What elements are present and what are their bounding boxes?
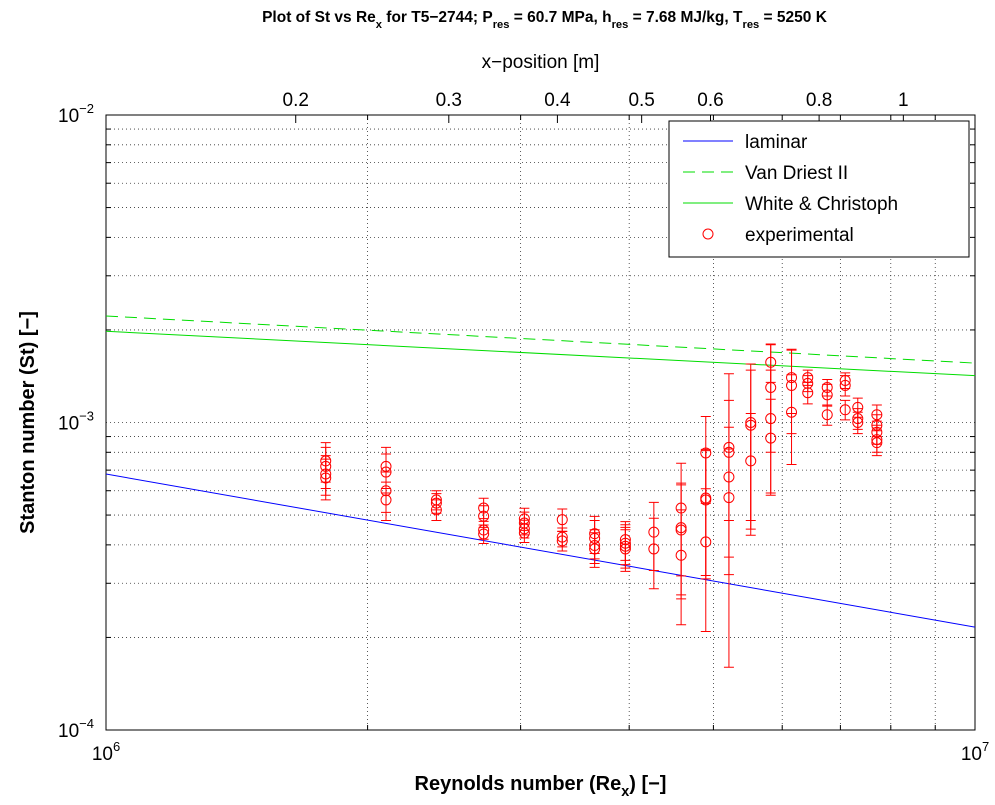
series-line — [106, 330, 975, 377]
x2-tick-label: 0.4 — [544, 90, 571, 111]
x2-tick-label: 0.8 — [806, 90, 832, 111]
legend-label: laminar — [745, 132, 808, 153]
x2-tick-label: 0.6 — [697, 90, 723, 111]
legend-label: White & Christoph — [745, 194, 898, 215]
subscript: x — [621, 784, 629, 800]
y-tick-label: 10−4 — [58, 716, 94, 742]
error-bar — [723, 448, 734, 576]
error-bar — [852, 411, 863, 435]
tick-base: 10 — [961, 744, 982, 765]
data-point — [802, 387, 814, 399]
data-point — [745, 455, 757, 467]
subscript: res — [742, 19, 759, 31]
error-bar — [381, 481, 392, 522]
series-line — [106, 315, 975, 364]
data-point — [821, 409, 833, 421]
data-point — [700, 536, 712, 548]
text-part: ) [−] — [629, 773, 666, 795]
text-part: Reynolds number (Re — [415, 773, 622, 795]
data-point — [556, 535, 568, 547]
error-bar — [620, 529, 631, 572]
error-bar — [822, 404, 833, 426]
subscript: res — [493, 19, 510, 31]
text-part: = 60.7 MPa, h — [509, 9, 611, 26]
error-bar — [871, 430, 882, 457]
series-line — [106, 473, 975, 628]
data-point — [675, 549, 687, 561]
error-bar — [320, 458, 331, 501]
plot-frame — [105, 114, 976, 731]
tick-exponent: −3 — [79, 409, 94, 424]
error-bar — [676, 509, 687, 626]
x2-axis-label: x−position [m] — [482, 52, 600, 73]
x2-tick-label: 0.3 — [436, 90, 462, 111]
data-point — [723, 492, 735, 504]
error-bar — [840, 375, 851, 397]
x-tick-label: 106 — [92, 739, 120, 765]
error-bar — [840, 399, 851, 421]
data-point — [786, 406, 798, 418]
error-bar — [765, 398, 776, 494]
data-point — [839, 404, 851, 416]
subscript: x — [376, 19, 383, 31]
error-bar — [478, 524, 489, 545]
legend-label: Van Driest II — [745, 163, 848, 184]
tick-exponent: 6 — [113, 739, 120, 754]
x-axis-label: Reynolds number (Rex) [−] — [415, 773, 667, 800]
error-bar — [700, 488, 711, 633]
data-point — [518, 527, 530, 539]
data-point — [871, 437, 883, 449]
data-point — [478, 528, 490, 540]
y-tick-label: 10−3 — [58, 409, 94, 435]
legend-marker — [702, 228, 714, 240]
legend-label: experimental — [745, 225, 854, 246]
error-bar — [745, 412, 756, 536]
data-point — [619, 543, 631, 555]
x-tick-label: 107 — [961, 739, 989, 765]
data-point — [320, 472, 332, 484]
data-point — [430, 504, 442, 516]
data-point — [556, 514, 568, 526]
error-bar — [786, 374, 797, 466]
tick-base: 10 — [58, 106, 79, 127]
x2-tick-label: 0.2 — [283, 90, 309, 111]
error-bar — [557, 531, 568, 552]
tick-exponent: 7 — [982, 739, 989, 754]
data-point — [821, 389, 833, 401]
data-point — [765, 432, 777, 444]
y-axis-label: Stanton number (St) [−] — [17, 311, 39, 534]
text-part: = 5250 K — [759, 9, 827, 26]
x2-tick-label: 1 — [898, 90, 909, 111]
tick-exponent: −4 — [79, 716, 94, 731]
chart-title: Plot of St vs Rex for T5−2744; Pres = 60… — [262, 9, 828, 31]
x2-tick-label: 0.5 — [628, 90, 654, 111]
tick-base: 10 — [58, 721, 79, 742]
data-point — [839, 379, 851, 391]
error-bar — [802, 381, 813, 405]
error-bar — [431, 499, 442, 522]
tick-base: 10 — [92, 744, 113, 765]
text-part: Plot of St vs Re — [262, 9, 376, 26]
data-point — [852, 417, 864, 428]
error-bar — [589, 532, 600, 568]
tick-exponent: −2 — [79, 101, 94, 116]
tick-base: 10 — [58, 414, 79, 435]
error-bar — [519, 523, 530, 544]
text-part: for T5−2744; P — [382, 9, 493, 26]
data-point — [648, 543, 660, 555]
legend-box — [668, 120, 970, 258]
text-part: = 7.68 MJ/kg, T — [628, 9, 743, 26]
y-tick-label: 10−2 — [58, 101, 94, 127]
subscript: res — [612, 19, 629, 31]
data-point — [380, 494, 392, 506]
data-point — [589, 543, 601, 555]
